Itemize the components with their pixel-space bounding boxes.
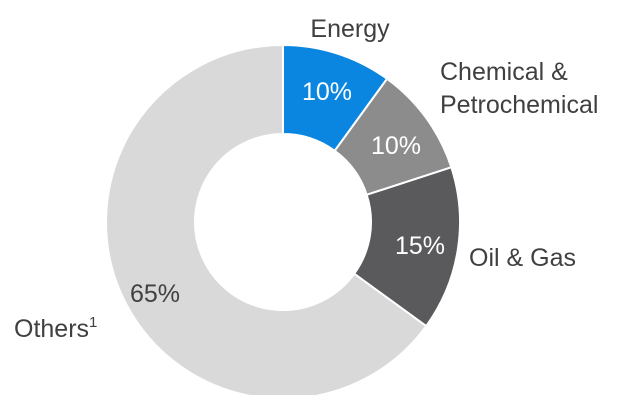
label-others-text: Others bbox=[14, 315, 89, 343]
value-label-others: 65% bbox=[130, 280, 180, 308]
percent-labels: 10% 10% 15% 65% bbox=[130, 78, 445, 308]
label-oil-gas: Oil & Gas bbox=[469, 244, 576, 272]
label-others-superscript: 1 bbox=[89, 314, 97, 331]
label-energy: Energy bbox=[310, 15, 390, 43]
value-label-oil-gas: 15% bbox=[395, 232, 445, 260]
label-others: Others1 bbox=[14, 314, 97, 343]
label-chemical-line2: Petrochemical bbox=[440, 91, 598, 119]
value-label-chemical-petrochemical: 10% bbox=[371, 132, 421, 160]
value-label-energy: 10% bbox=[302, 78, 352, 106]
donut-slices bbox=[105, 43, 461, 395]
slice-oil-gas bbox=[352, 166, 461, 328]
label-chemical-line1: Chemical & bbox=[440, 58, 568, 86]
